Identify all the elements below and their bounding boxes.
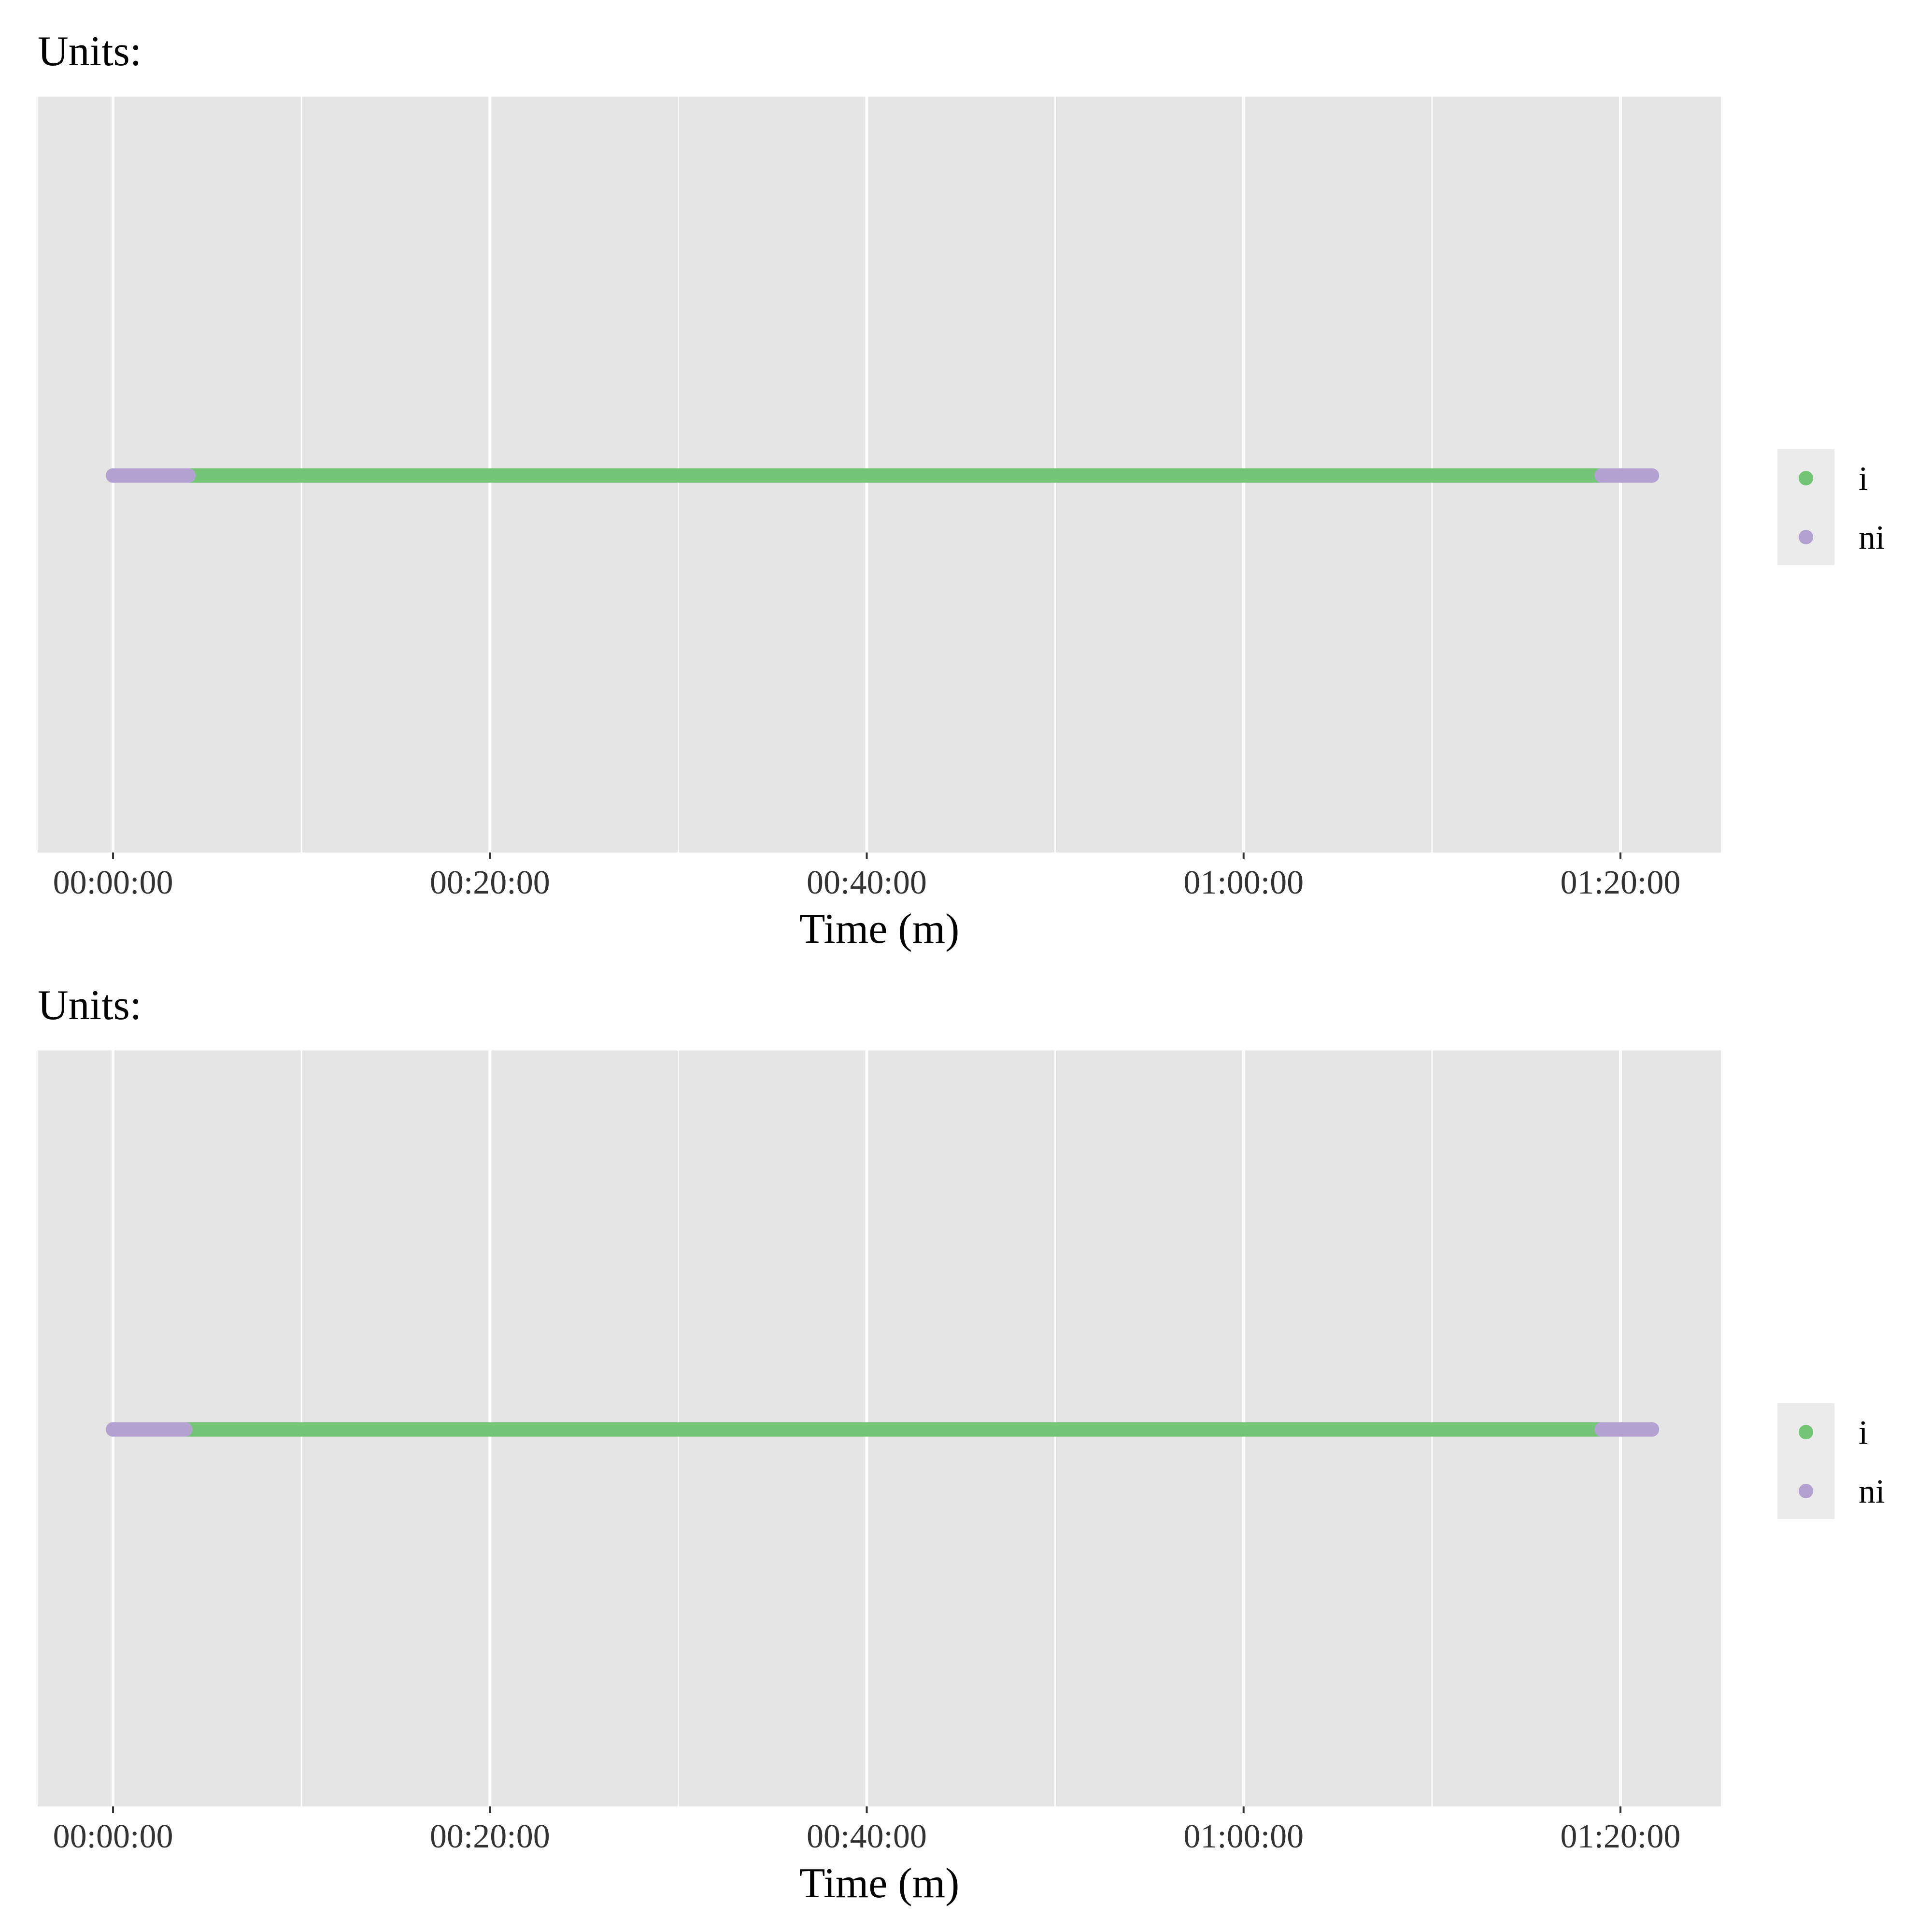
chart-panel-2: Units: 00:00:00 00:20:00 00:40:00 01:00:00 01… — [38, 982, 1885, 1907]
x-tick-label: 00:00:00 — [53, 1818, 173, 1855]
chart-panel-1: Units: 00:00:00 00:20:00 00:40:00 01:00:00 01… — [38, 28, 1885, 952]
x-tick-label: 01:20:00 — [1560, 864, 1680, 901]
legend-label: i — [1859, 460, 1868, 497]
x-tick-label: 00:20:00 — [430, 864, 550, 901]
x-tick-label: 00:40:00 — [807, 1818, 927, 1855]
x-tick-label: 01:20:00 — [1560, 1818, 1680, 1855]
legend-background — [1777, 449, 1834, 565]
legend: i ni — [1777, 449, 1885, 565]
x-tick-label: 00:00:00 — [53, 864, 173, 901]
legend-label: i — [1859, 1414, 1868, 1451]
chart-title: Units: — [38, 28, 142, 75]
legend-key-ni — [1799, 530, 1813, 544]
legend: i ni — [1777, 1403, 1885, 1519]
legend-key-i — [1799, 471, 1813, 485]
x-tick-label: 00:40:00 — [807, 864, 927, 901]
chart-title: Units: — [38, 982, 142, 1029]
legend-key-ni — [1799, 1484, 1813, 1498]
legend-label: ni — [1859, 519, 1885, 556]
x-axis-title: Time (m) — [799, 906, 960, 952]
x-tick-label: 01:00:00 — [1183, 1818, 1304, 1855]
legend-key-i — [1799, 1425, 1813, 1439]
x-tick-label: 01:00:00 — [1183, 864, 1304, 901]
x-axis-title: Time (m) — [799, 1860, 960, 1907]
x-tick-label: 00:20:00 — [430, 1818, 550, 1855]
legend-background — [1777, 1403, 1834, 1519]
legend-label: ni — [1859, 1473, 1885, 1510]
